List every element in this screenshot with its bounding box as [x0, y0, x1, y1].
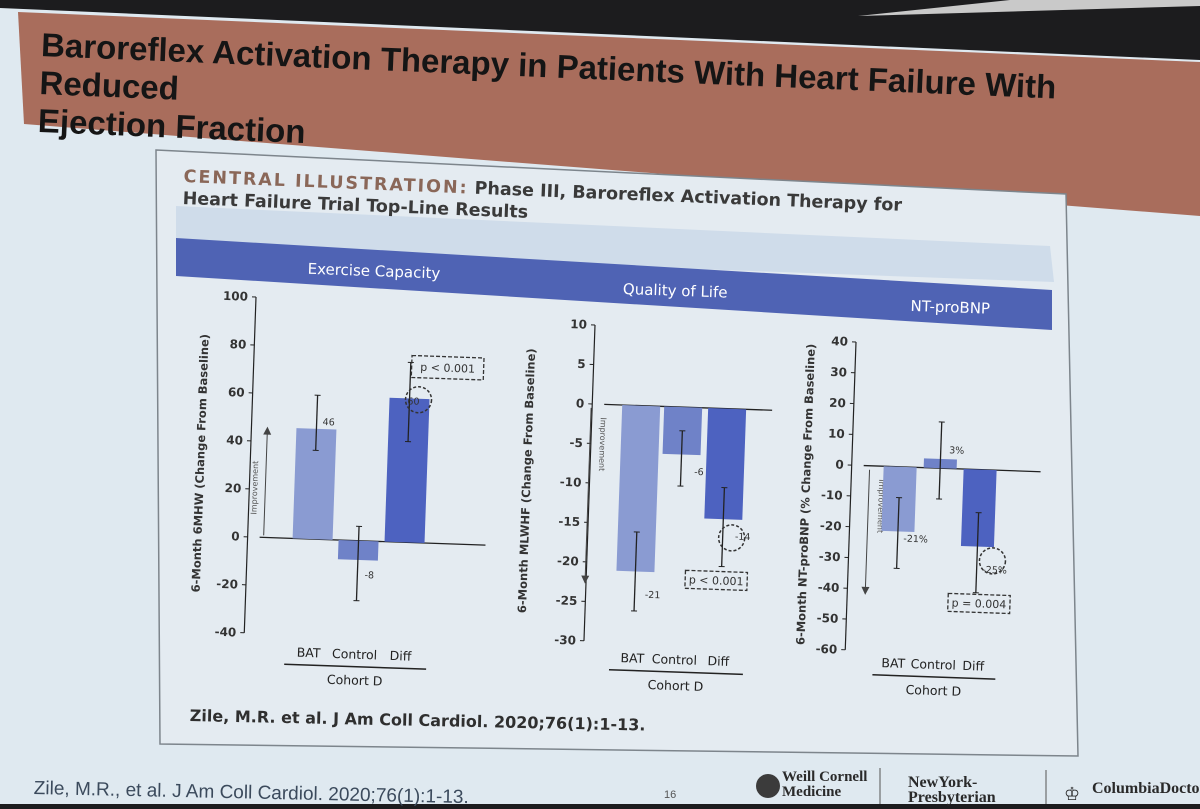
bar-value-label: -8 [364, 570, 374, 581]
y-tick-label: 30 [830, 365, 847, 380]
y-tick-label: 60 [228, 385, 245, 400]
improvement-label: Improvement [249, 461, 260, 515]
y-tick-label: 0 [835, 458, 844, 472]
p-value-label: p < 0.001 [420, 361, 475, 376]
nyp-logo-line2: Presbyterian [908, 790, 996, 805]
x-category-label: Control [910, 656, 956, 673]
bar-value-label: -6 [694, 467, 704, 478]
x-category-label: Control [652, 651, 698, 668]
y-tick-label: -50 [816, 611, 838, 626]
weill-cornell-logo-line1: Weill Cornell [782, 770, 867, 785]
y-tick-label: -5 [569, 436, 583, 450]
y-tick-label: 5 [577, 357, 586, 371]
y-tick-label: -10 [560, 475, 582, 490]
improvement-label: Improvement [597, 417, 608, 471]
y-tick-label: -40 [214, 625, 236, 640]
weill-cornell-seal-icon [756, 774, 780, 798]
y-tick-label: -20 [557, 554, 579, 569]
y-tick-label: 40 [831, 334, 848, 349]
chart-title: NT-proBNP [910, 297, 990, 318]
y-tick-label: -60 [815, 642, 837, 657]
y-tick-label: 40 [226, 433, 243, 448]
bar-diff [385, 398, 430, 543]
y-tick-label: -20 [216, 577, 238, 592]
y-tick-label: -30 [819, 549, 841, 564]
y-tick-label: 0 [231, 529, 240, 543]
x-category-label: BAT [296, 645, 321, 661]
y-tick-label: -25 [555, 593, 577, 608]
y-tick-label: -30 [554, 633, 576, 648]
x-category-label: BAT [620, 650, 645, 666]
x-category-label: BAT [881, 655, 906, 671]
bar-value-label: -21% [903, 534, 928, 546]
bar-diff [961, 469, 997, 547]
bar-value-label: -21 [645, 590, 661, 602]
y-tick-label: -10 [821, 488, 843, 503]
x-category-label: Diff [962, 658, 985, 674]
x-category-label: Diff [707, 653, 730, 669]
nyp-logo-line1: NewYork- [908, 775, 996, 790]
page-number: 16 [664, 789, 676, 801]
newyork-presbyterian-logo: NewYork- Presbyterian [908, 775, 996, 805]
group-label: Cohort D [905, 682, 961, 699]
group-label: Cohort D [327, 672, 383, 689]
chart-title: Quality of Life [623, 280, 728, 302]
bar-value-label: 46 [322, 417, 334, 428]
bar-diff [704, 408, 746, 520]
p-value-label: p = 0.004 [951, 596, 1006, 611]
p-value-label: p < 0.001 [689, 573, 744, 588]
y-tick-label: 20 [224, 481, 241, 496]
bar-value-label: 60 [407, 396, 419, 407]
y-tick-label: 10 [828, 426, 845, 441]
y-tick-label: 100 [223, 289, 249, 304]
y-tick-label: 80 [229, 337, 246, 352]
y-tick-label: 10 [570, 317, 587, 332]
weill-cornell-logo-line2: Medicine [782, 785, 867, 800]
y-tick-label: 20 [829, 396, 846, 411]
bar-bat [616, 405, 660, 572]
group-label: Cohort D [647, 677, 703, 694]
bar-bat [293, 428, 337, 540]
x-category-label: Diff [389, 648, 412, 664]
y-tick-label: -40 [817, 580, 839, 595]
y-tick-label: -15 [558, 514, 580, 529]
y-tick-label: 0 [576, 396, 585, 410]
x-category-label: Control [332, 646, 378, 663]
y-tick-label: -20 [820, 519, 842, 534]
bar-value-label: -14 [735, 532, 751, 544]
weill-cornell-logo: Weill Cornell Medicine [782, 770, 867, 800]
bar-value-label: 3% [949, 445, 964, 457]
columbia-doctors-logo: ColumbiaDoctors [1092, 781, 1200, 796]
columbia-crown-icon: ♔ [1064, 784, 1080, 804]
